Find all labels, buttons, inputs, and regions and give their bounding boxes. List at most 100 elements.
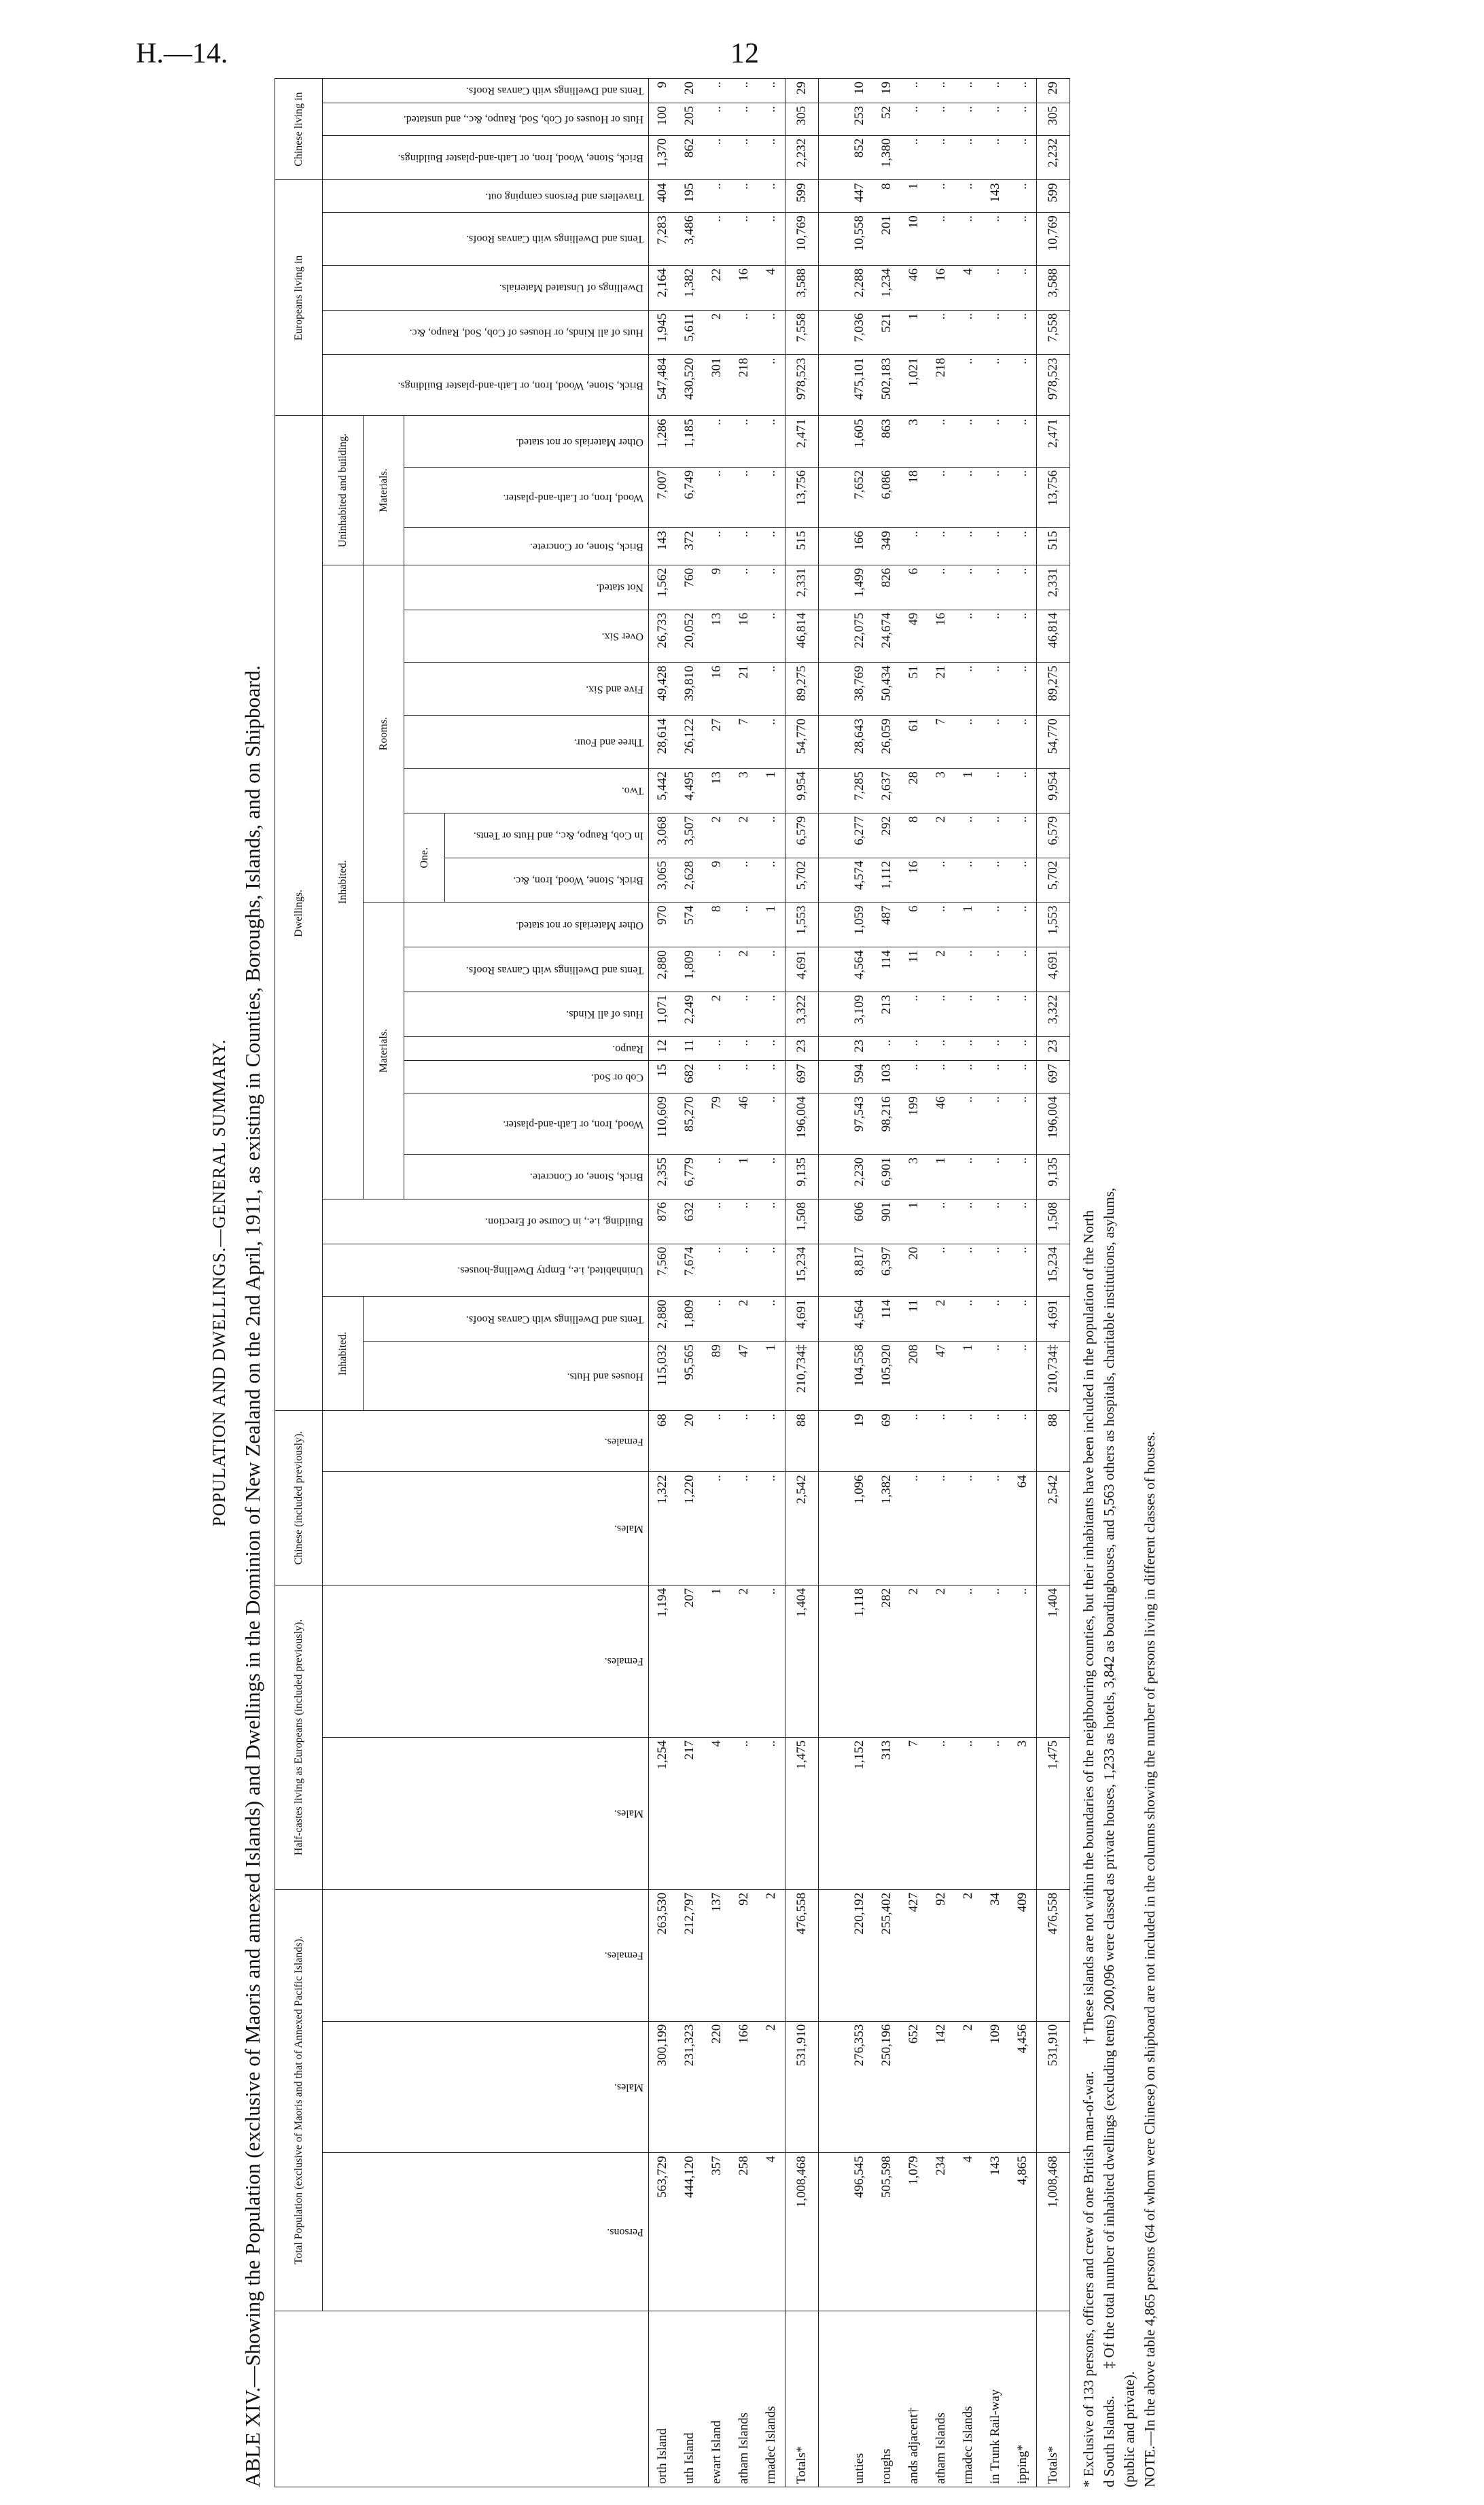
table-cell: .. xyxy=(982,310,1009,355)
table-cell: 114 xyxy=(873,1296,900,1342)
table-cell: .. xyxy=(703,1244,730,1297)
spacer-cell xyxy=(818,135,846,180)
column-header: Males. xyxy=(322,2021,649,2153)
column-header-text: Males. xyxy=(614,1808,643,1820)
table-cell: 20,052 xyxy=(676,610,703,663)
table-cell: .. xyxy=(730,1060,758,1093)
table-cell: .. xyxy=(758,565,785,610)
table-cell: 1 xyxy=(955,902,982,947)
column-header-text: Brick, Stone, Wood, Iron, or Lath-and-pl… xyxy=(398,379,643,391)
spacer-cell xyxy=(818,662,846,716)
spacer-cell xyxy=(818,1060,846,1093)
spacer-cell xyxy=(818,179,846,213)
table-cell: .. xyxy=(955,715,982,769)
table-cell: 1,562 xyxy=(648,565,676,610)
table-cell: 599 xyxy=(785,179,819,213)
table-cell: .. xyxy=(703,467,730,528)
table-cell: 521 xyxy=(873,310,900,355)
table-cell: .. xyxy=(703,415,730,468)
table-cell: 250,196 xyxy=(873,2021,900,2153)
table-cell: 92 xyxy=(928,1889,955,2022)
spacer-cell xyxy=(818,354,846,416)
spacer-cell xyxy=(818,610,846,663)
column-header-text: In Cob, Raupo, &c., and Huts or Tents. xyxy=(473,830,643,842)
table-cell: 563,729 xyxy=(648,2152,676,2311)
table-cell: 487 xyxy=(873,902,900,947)
table-cell: 234 xyxy=(928,2152,955,2311)
column-header-text: Persons. xyxy=(607,2226,643,2239)
column-header-text: Dwellings of Unstated Materials. xyxy=(499,282,643,294)
table-cell: 4,691 xyxy=(785,1296,819,1342)
column-header-text: Travellers and Persons camping out. xyxy=(485,190,643,203)
footnote-line: d South Islands. ‡ Of the total number of… xyxy=(1099,78,1119,2487)
table-cell: 2 xyxy=(955,2021,982,2153)
column-header-text: Wood, Iron, or Lath-and-plaster. xyxy=(503,491,643,504)
table-cell: 21 xyxy=(730,662,758,716)
table-cell: .. xyxy=(928,310,955,355)
table-cell: 38,769 xyxy=(846,662,873,716)
table-cell: 4 xyxy=(955,2152,982,2311)
column-header-text: Tents and Dwellings with Canvas Roofs. xyxy=(465,85,643,97)
group-header: Chinese living in xyxy=(275,78,323,180)
table-cell: 89,275 xyxy=(785,662,819,716)
table-cell: 6,779 xyxy=(676,1154,703,1199)
table-cell: .. xyxy=(758,1410,785,1472)
table-cell: 68 xyxy=(648,1410,676,1472)
spacer-cell xyxy=(818,715,846,769)
table-cell: 2 xyxy=(900,1585,928,1738)
table-cell: 515 xyxy=(785,527,819,565)
table-cell: .. xyxy=(982,1296,1009,1342)
table-cell: 4 xyxy=(758,2152,785,2311)
table-cell: 1,475 xyxy=(1036,1737,1070,1890)
column-header-text: Females. xyxy=(604,1656,643,1668)
table-cell: 10,558 xyxy=(846,212,873,266)
spacer-cell xyxy=(818,902,846,947)
table-cell: 862 xyxy=(676,135,703,180)
table-cell: .. xyxy=(758,103,785,136)
table-cell: 409 xyxy=(1009,1889,1037,2022)
group-header: Chinese (included previously). xyxy=(275,1410,323,1586)
table-cell: 7,558 xyxy=(785,310,819,355)
table-cell: 7 xyxy=(730,715,758,769)
table-cell: 7,283 xyxy=(648,212,676,266)
table-cell: 1 xyxy=(900,1199,928,1244)
table-cell: 1 xyxy=(900,179,928,213)
table-cell: .. xyxy=(703,1471,730,1586)
table-cell: 109 xyxy=(982,2021,1009,2153)
group-header: Total Population (exclusive of Maoris an… xyxy=(275,1889,323,2311)
footnotes: * Exclusive of 133 persons, officers and… xyxy=(1078,78,1160,2487)
table-cell: .. xyxy=(1009,135,1037,180)
table-cell: 1,286 xyxy=(648,415,676,468)
row-label: unties xyxy=(846,2311,873,2487)
spacer-cell xyxy=(818,565,846,610)
table-cell: 195 xyxy=(676,179,703,213)
footnote-line: (public and private). xyxy=(1119,78,1140,2487)
table-cell: .. xyxy=(758,1154,785,1199)
table-cell: 970 xyxy=(648,902,676,947)
table-cell: 137 xyxy=(703,1889,730,2022)
row-label: ands adjacent† xyxy=(900,2311,928,2487)
column-header-text: Houses and Huts. xyxy=(567,1370,643,1382)
column-header: Brick, Stone, Wood, Iron, &c. xyxy=(444,858,649,903)
table-cell: .. xyxy=(900,1036,928,1061)
table-row: ands adjacent† 1,079 652 427 7 2.... 208 11 20 1 3… xyxy=(900,78,928,2487)
table-row: rmadec Islands 4 2 2........ 1..............… xyxy=(758,78,785,2487)
table-cell: .. xyxy=(1009,1585,1037,1738)
table-cell: 313 xyxy=(873,1737,900,1890)
table-cell: .. xyxy=(928,1199,955,1244)
table-cell: 1 xyxy=(955,1341,982,1411)
table-cell: .. xyxy=(982,265,1009,311)
table-cell: 6,749 xyxy=(676,467,703,528)
table-cell: 1 xyxy=(703,1585,730,1738)
column-header: Uninhabited, i.e., Empty Dwelling-houses… xyxy=(322,1244,649,1297)
table-cell: 697 xyxy=(785,1060,819,1093)
table-cell: 196,004 xyxy=(785,1093,819,1155)
table-cell: 9,135 xyxy=(1036,1154,1070,1199)
column-header-text: Other Materials or not stated. xyxy=(516,436,643,448)
table-cell: 218 xyxy=(928,354,955,416)
table-cell: 5,702 xyxy=(785,858,819,903)
group-header: Rooms. xyxy=(363,565,404,903)
spacer-cell xyxy=(818,1737,846,1890)
table-cell: 1,404 xyxy=(785,1585,819,1738)
table-cell: 88 xyxy=(1036,1410,1070,1472)
